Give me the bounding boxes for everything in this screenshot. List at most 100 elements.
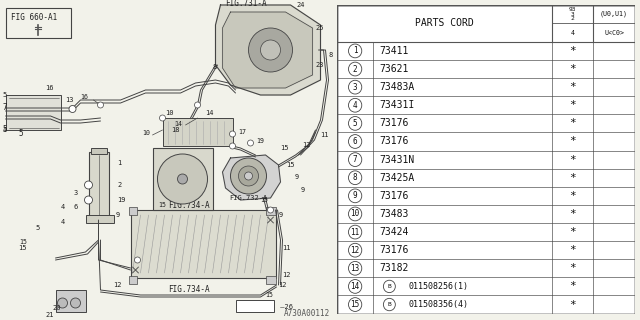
- Circle shape: [134, 257, 141, 263]
- Text: FIG.732-A: FIG.732-A: [229, 195, 268, 201]
- Circle shape: [383, 298, 396, 311]
- Text: 73182: 73182: [379, 263, 408, 273]
- Circle shape: [248, 140, 253, 146]
- Bar: [129, 276, 136, 284]
- Text: 73176: 73176: [379, 118, 408, 128]
- Circle shape: [349, 62, 362, 76]
- Text: 14: 14: [175, 121, 182, 127]
- Bar: [236, 300, 273, 312]
- Circle shape: [58, 298, 67, 308]
- Text: 4: 4: [61, 219, 65, 225]
- Circle shape: [349, 225, 362, 239]
- Text: 16: 16: [81, 94, 88, 100]
- Text: 15: 15: [19, 239, 28, 245]
- Text: 12: 12: [282, 272, 291, 278]
- Circle shape: [157, 154, 207, 204]
- Text: 73431N: 73431N: [379, 155, 414, 164]
- FancyBboxPatch shape: [337, 5, 635, 314]
- Circle shape: [177, 174, 188, 184]
- Text: 15: 15: [19, 245, 27, 251]
- Text: U<C0>: U<C0>: [604, 29, 624, 36]
- Text: 25: 25: [316, 25, 324, 31]
- Text: 3: 3: [353, 83, 358, 92]
- Text: *: *: [569, 263, 576, 273]
- Text: 5: 5: [353, 119, 358, 128]
- Text: 10: 10: [166, 110, 174, 116]
- Text: 10: 10: [143, 130, 150, 136]
- Text: 9: 9: [278, 212, 283, 218]
- Text: 4: 4: [353, 101, 358, 110]
- Text: 7: 7: [353, 155, 358, 164]
- Circle shape: [70, 298, 81, 308]
- Text: 20: 20: [52, 305, 61, 311]
- Text: 73424: 73424: [379, 227, 408, 237]
- Text: 9: 9: [115, 212, 120, 218]
- Text: 5: 5: [19, 129, 23, 138]
- Text: 9: 9: [301, 187, 305, 193]
- Text: B: B: [387, 302, 391, 307]
- Text: 5: 5: [3, 92, 7, 98]
- Text: 15: 15: [266, 292, 273, 298]
- Circle shape: [349, 44, 362, 58]
- Circle shape: [349, 135, 362, 148]
- Bar: [163, 118, 232, 146]
- Polygon shape: [216, 5, 321, 95]
- Text: *: *: [569, 100, 576, 110]
- Bar: [88, 152, 109, 217]
- Circle shape: [244, 172, 253, 180]
- Text: 73425A: 73425A: [379, 173, 414, 183]
- Circle shape: [349, 280, 362, 293]
- Text: 11: 11: [282, 245, 291, 251]
- Text: 73621: 73621: [379, 64, 408, 74]
- Circle shape: [349, 243, 362, 257]
- Text: 24: 24: [296, 2, 305, 8]
- Text: 5: 5: [3, 125, 7, 134]
- Bar: [90, 148, 106, 154]
- Text: 19: 19: [118, 197, 126, 203]
- Circle shape: [239, 166, 259, 186]
- Text: B: B: [387, 284, 391, 289]
- Text: 5: 5: [35, 225, 40, 231]
- Text: 73176: 73176: [379, 245, 408, 255]
- Circle shape: [349, 261, 362, 275]
- Circle shape: [84, 196, 93, 204]
- Circle shape: [349, 80, 362, 94]
- Text: 1: 1: [353, 46, 358, 55]
- Circle shape: [230, 158, 266, 194]
- Text: *: *: [569, 173, 576, 183]
- Bar: [6, 95, 61, 130]
- Bar: [152, 148, 212, 210]
- Bar: [266, 207, 275, 215]
- Text: FIG.734-A: FIG.734-A: [168, 285, 209, 294]
- Text: 12: 12: [113, 282, 122, 288]
- Text: 73483A: 73483A: [379, 82, 414, 92]
- Text: —26: —26: [275, 304, 292, 310]
- Text: 10: 10: [351, 210, 360, 219]
- Text: *: *: [569, 191, 576, 201]
- Circle shape: [260, 40, 280, 60]
- Text: 15: 15: [159, 202, 166, 208]
- Text: 14: 14: [205, 110, 214, 116]
- Text: 7: 7: [3, 102, 7, 111]
- Text: 93
3
2: 93 3 2: [568, 7, 576, 21]
- Text: 3: 3: [74, 190, 77, 196]
- Text: *: *: [569, 227, 576, 237]
- Circle shape: [84, 181, 93, 189]
- Text: 6: 6: [74, 204, 77, 210]
- Text: 12: 12: [303, 142, 311, 148]
- Text: 8: 8: [212, 64, 217, 70]
- Circle shape: [349, 207, 362, 221]
- Circle shape: [383, 280, 396, 292]
- Text: 13: 13: [65, 97, 74, 103]
- Circle shape: [230, 131, 236, 137]
- Bar: [6, 8, 70, 38]
- Text: 9: 9: [294, 174, 299, 180]
- Text: 18: 18: [172, 127, 180, 133]
- Text: 13: 13: [351, 264, 360, 273]
- Bar: [131, 210, 275, 278]
- Text: 011508356(4): 011508356(4): [409, 300, 468, 309]
- Text: 23: 23: [316, 62, 324, 68]
- Text: 11: 11: [321, 132, 329, 138]
- Text: 17: 17: [239, 129, 246, 135]
- Text: 73411: 73411: [379, 46, 408, 56]
